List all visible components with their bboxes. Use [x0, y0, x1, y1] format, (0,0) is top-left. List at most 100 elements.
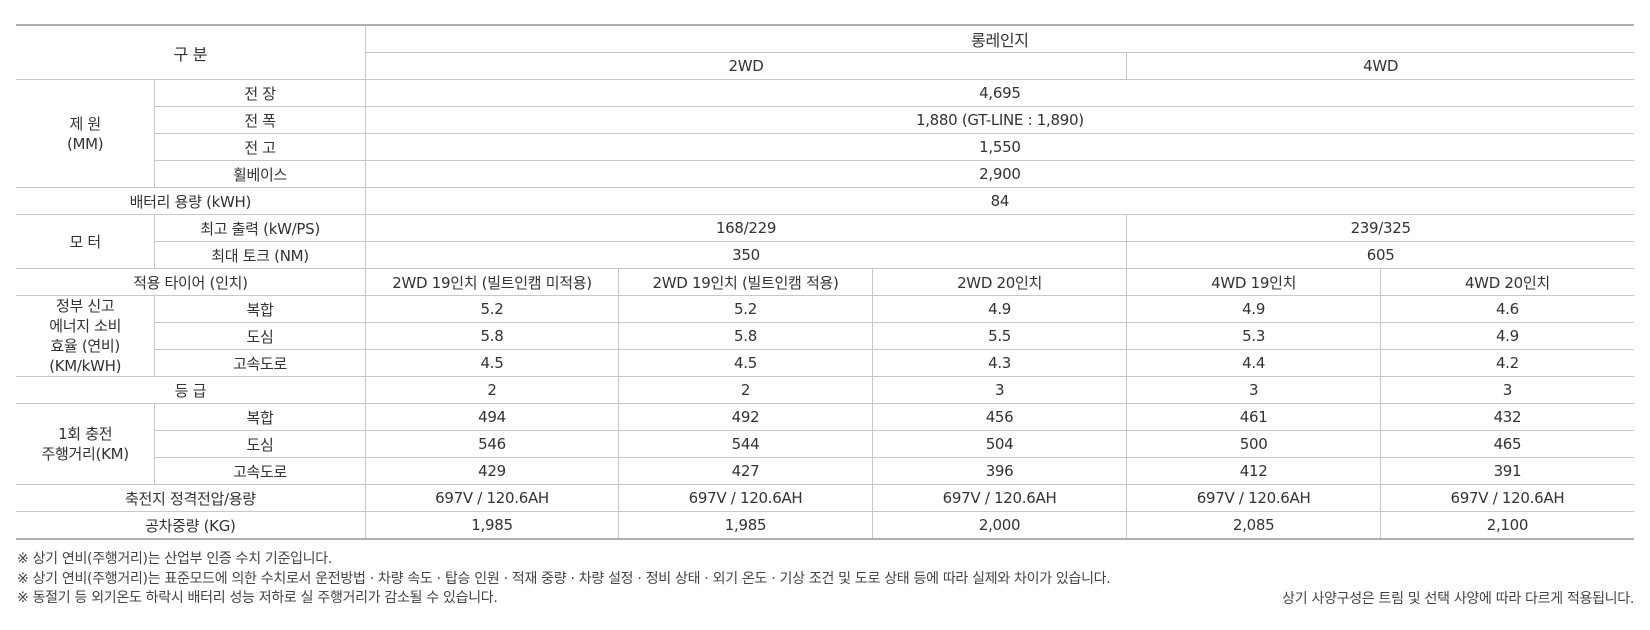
data-cell: 2,085 — [1126, 511, 1381, 540]
data-cell: 5.2 — [364, 295, 619, 323]
dimensions-group-label: 제 원 (MM) — [16, 79, 155, 188]
row-value: 2,900 — [364, 160, 1634, 188]
data-cell: 412 — [1126, 457, 1381, 485]
data-cell: 4.4 — [1126, 349, 1381, 377]
footnote: ※ 동절기 등 외기온도 하락시 배터리 성능 저하로 실 주행거리가 감소될 … — [17, 590, 498, 606]
data-cell: 546 — [364, 430, 619, 458]
table-row: 고속도로 429 427 396 412 391 — [16, 457, 1634, 485]
row-value: 1,550 — [364, 133, 1634, 161]
footnote: ※ 상기 연비(주행거리)는 표준모드에 의한 수치로서 운전방법 · 차량 속… — [17, 570, 1111, 587]
range-group-label: 1회 충전 주행거리(KM) — [16, 403, 155, 485]
row-label: 복합 — [154, 403, 366, 431]
table-row: 정부 신고 에너지 소비 효율 (연비) (KM/kWH) 복합 5.2 5.2… — [16, 295, 1634, 377]
data-cell: 4.5 — [618, 349, 873, 377]
data-cell: 697V / 120.6AH — [618, 484, 873, 512]
row-label: 고속도로 — [154, 457, 366, 485]
row-label: 최고 출력 (kW/PS) — [154, 214, 366, 242]
data-cell: 504 — [871, 430, 1127, 458]
data-cell: 427 — [618, 457, 873, 485]
table-row: 1회 충전 주행거리(KM) 복합 494 492 456 461 432 — [16, 403, 1634, 485]
data-cell: 697V / 120.6AH — [871, 484, 1127, 512]
battery-voltage-label: 축전지 정격전압/용량 — [16, 484, 366, 512]
data-cell: 4.5 — [364, 349, 619, 377]
tire-cell: 2WD 19인치 (빌트인캠 적용) — [618, 268, 873, 296]
table-row: 적용 타이어 (인치) 2WD 19인치 (빌트인캠 미적용) 2WD 19인치… — [16, 268, 1634, 296]
data-cell: 391 — [1379, 457, 1634, 485]
data-cell: 2 — [618, 376, 873, 404]
table-row: 도심 5.8 5.8 5.5 5.3 4.9 — [16, 322, 1634, 350]
model-header: 롱레인지 — [364, 24, 1634, 53]
tire-cell: 4WD 20인치 — [1379, 268, 1634, 296]
data-cell: 4.6 — [1379, 295, 1634, 323]
tire-cell: 2WD 19인치 (빌트인캠 미적용) — [364, 268, 619, 296]
data-cell: 4.2 — [1379, 349, 1634, 377]
header-row: 구 분 롱레인지 — [16, 24, 1634, 80]
row-label: 고속도로 — [154, 349, 366, 377]
table-row: 축전지 정격전압/용량 697V / 120.6AH 697V / 120.6A… — [16, 484, 1634, 512]
data-cell: 432 — [1379, 403, 1634, 431]
efficiency-group-label: 정부 신고 에너지 소비 효율 (연비) (KM/kWH) — [16, 295, 155, 377]
data-cell: 494 — [364, 403, 619, 431]
data-cell: 4.9 — [871, 295, 1127, 323]
data-cell: 429 — [364, 457, 619, 485]
spec-table: 구 분 롱레인지 2WD 4WD 제 원 (MM) 전 장 4,695 전 폭 … — [16, 24, 1634, 540]
data-cell: 492 — [618, 403, 873, 431]
drive-4wd-header: 4WD — [1126, 52, 1634, 80]
tire-cell: 4WD 19인치 — [1126, 268, 1381, 296]
curb-weight-label: 공차중량 (KG) — [16, 511, 366, 540]
data-cell: 4.9 — [1379, 322, 1634, 350]
tires-label: 적용 타이어 (인치) — [16, 268, 366, 296]
drive-2wd-header: 2WD — [364, 52, 1127, 80]
row-value: 605 — [1126, 241, 1634, 269]
table-row: 휠베이스 2,900 — [16, 160, 1634, 188]
data-cell: 2,000 — [871, 511, 1127, 540]
category-header: 구 분 — [16, 24, 366, 80]
data-cell: 2,100 — [1379, 511, 1634, 540]
row-label: 복합 — [154, 295, 366, 323]
row-label: 도심 — [154, 430, 366, 458]
battery-label: 배터리 용량 (kWH) — [16, 187, 366, 215]
data-cell: 5.2 — [618, 295, 873, 323]
data-cell: 4.9 — [1126, 295, 1381, 323]
data-cell: 456 — [871, 403, 1127, 431]
spec-disclaimer: 상기 사양구성은 트림 및 선택 사양에 따라 다르게 적용됩니다. — [1282, 591, 1634, 607]
table-row: 등 급 2 2 3 3 3 — [16, 376, 1634, 404]
row-label: 전 폭 — [154, 106, 366, 134]
data-cell: 1,985 — [618, 511, 873, 540]
grade-label: 등 급 — [16, 376, 366, 404]
row-value: 1,880 (GT-LINE : 1,890) — [364, 106, 1634, 134]
row-label: 최대 토크 (NM) — [154, 241, 366, 269]
data-cell: 3 — [1379, 376, 1634, 404]
table-row: 제 원 (MM) 전 장 4,695 — [16, 79, 1634, 188]
row-label: 도심 — [154, 322, 366, 350]
table-row: 최대 토크 (NM) 350 605 — [16, 241, 1634, 269]
row-value: 168/229 — [364, 214, 1127, 242]
data-cell: 465 — [1379, 430, 1634, 458]
table-row: 도심 546 544 504 500 465 — [16, 430, 1634, 458]
drive-header-row: 2WD 4WD — [16, 52, 1634, 80]
table-row: 전 고 1,550 — [16, 133, 1634, 161]
table-row: 전 폭 1,880 (GT-LINE : 1,890) — [16, 106, 1634, 134]
data-cell: 3 — [871, 376, 1127, 404]
footnotes: ※ 상기 연비(주행거리)는 산업부 인증 수치 기준입니다. ※ 상기 연비(… — [17, 550, 1111, 609]
row-value: 350 — [364, 241, 1127, 269]
data-cell: 697V / 120.6AH — [1126, 484, 1381, 512]
row-label: 전 고 — [154, 133, 366, 161]
row-label: 전 장 — [154, 79, 366, 107]
data-cell: 697V / 120.6AH — [364, 484, 619, 512]
data-cell: 5.5 — [871, 322, 1127, 350]
motor-group-label: 모 터 — [16, 214, 155, 269]
table-row: 고속도로 4.5 4.5 4.3 4.4 4.2 — [16, 349, 1634, 377]
row-value: 239/325 — [1126, 214, 1634, 242]
row-label: 휠베이스 — [154, 160, 366, 188]
data-cell: 2 — [364, 376, 619, 404]
data-cell: 697V / 120.6AH — [1379, 484, 1634, 512]
data-cell: 396 — [871, 457, 1127, 485]
table-row: 공차중량 (KG) 1,985 1,985 2,000 2,085 2,100 — [16, 511, 1634, 540]
row-value: 4,695 — [364, 79, 1634, 107]
data-cell: 4.3 — [871, 349, 1127, 377]
tire-cell: 2WD 20인치 — [871, 268, 1127, 296]
data-cell: 544 — [618, 430, 873, 458]
data-cell: 5.8 — [618, 322, 873, 350]
data-cell: 5.8 — [364, 322, 619, 350]
